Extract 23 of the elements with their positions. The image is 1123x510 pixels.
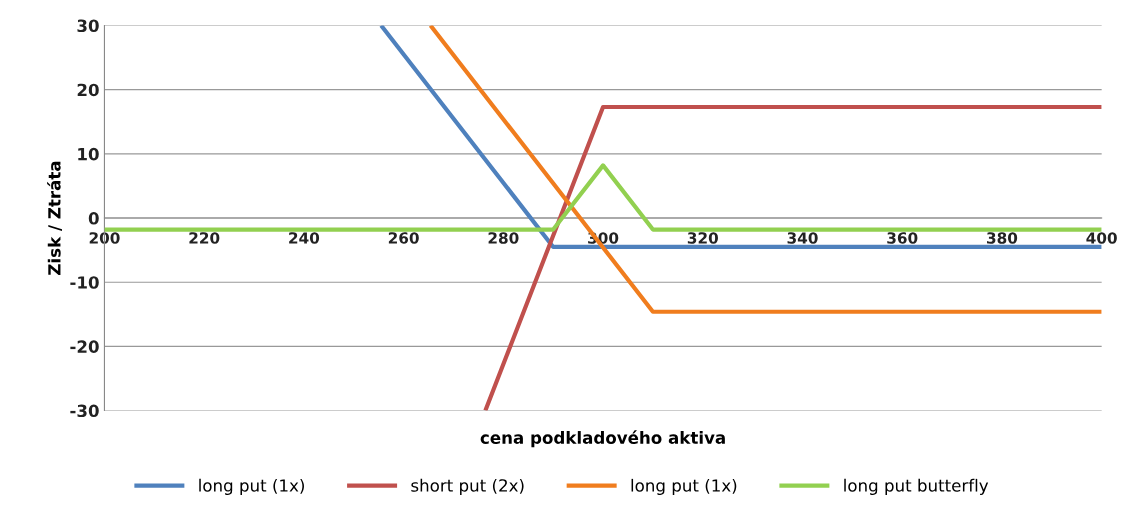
x-tick-label: 320 <box>687 232 718 244</box>
x-tick-label: 260 <box>388 232 419 244</box>
legend-label: long put butterfly <box>844 478 989 495</box>
x-tick-label: 380 <box>987 232 1018 244</box>
y-tick-label: 0 <box>88 211 99 225</box>
x-tick-label: 360 <box>887 232 918 244</box>
x-tick-label: 280 <box>488 232 519 244</box>
y-tick-label: -30 <box>70 404 99 418</box>
y-tick-label: 10 <box>78 147 99 161</box>
y-tick-label: 20 <box>77 83 99 97</box>
x-tick-label: 220 <box>189 232 220 244</box>
y-tick-label: -20 <box>70 340 99 353</box>
y-tick-label: -10 <box>70 276 99 289</box>
x-tick-label: 240 <box>289 232 320 244</box>
y-tick-label: 30 <box>77 19 99 33</box>
legend-label: long put (1x) <box>199 478 304 495</box>
x-tick-label: 200 <box>89 232 120 244</box>
legend-label: long put (1x) <box>631 478 737 495</box>
x-axis-title: cena podkladového aktiva <box>480 430 725 448</box>
y-axis-title: Zisk / Ztráta <box>47 161 62 275</box>
legend-label: short put (2x) <box>411 478 524 495</box>
x-tick-label: 400 <box>1086 232 1117 244</box>
x-tick-label: 340 <box>787 232 818 244</box>
